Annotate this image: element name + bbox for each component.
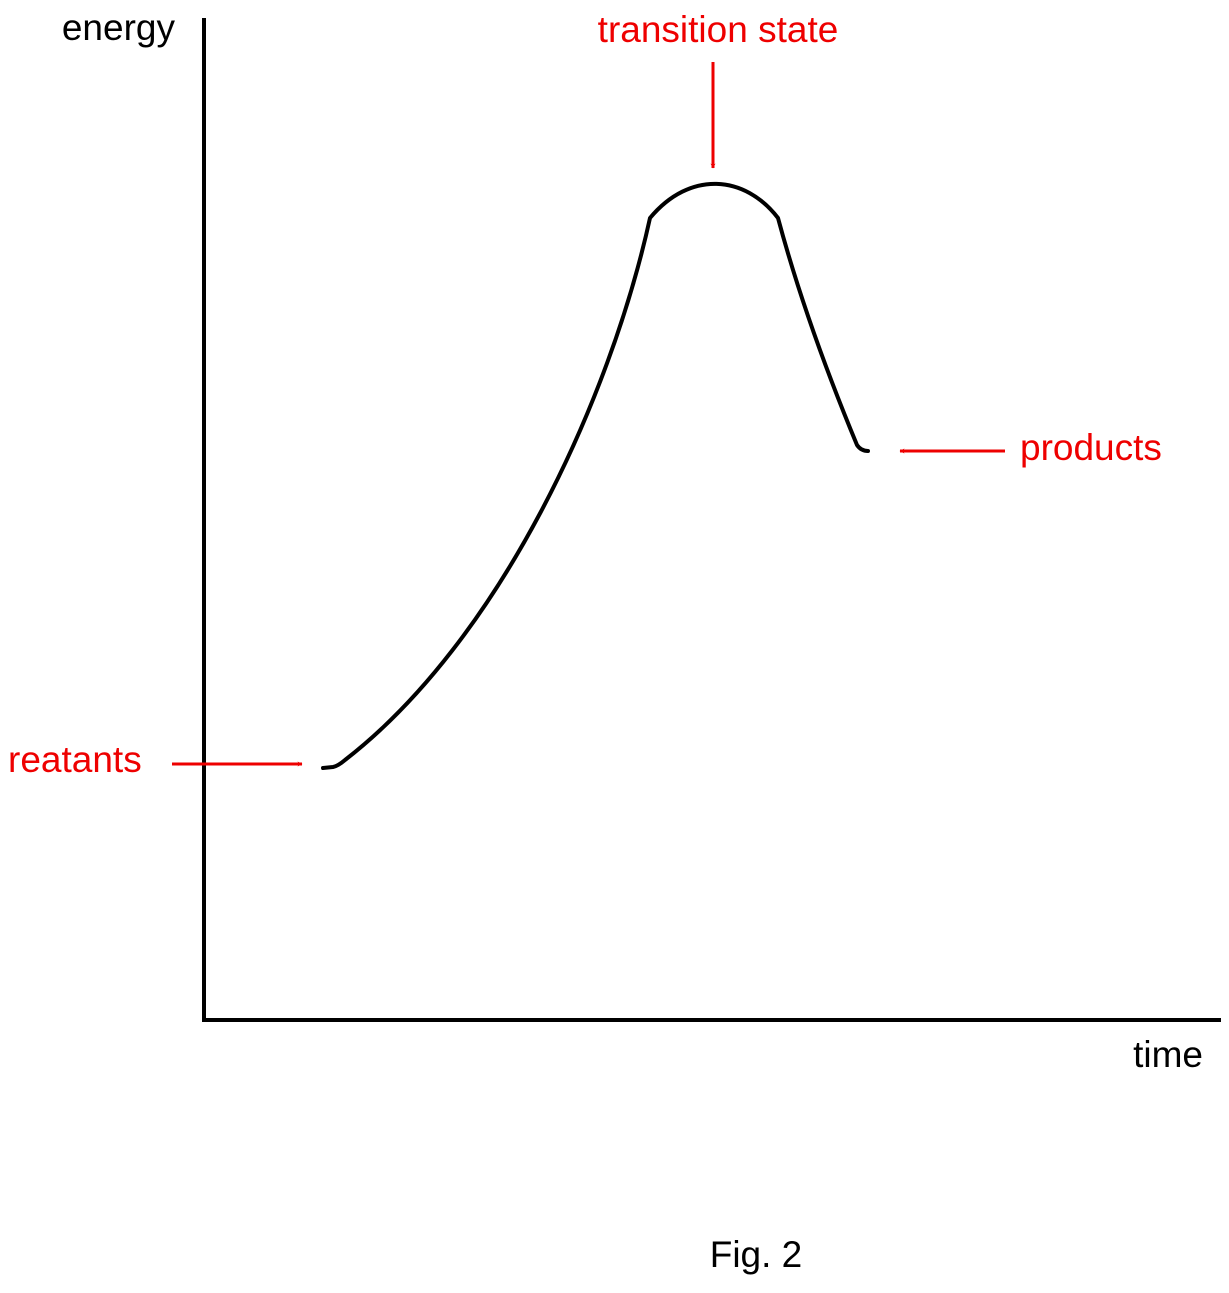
products-label: products [1020,427,1162,468]
x-axis-label: time [1133,1034,1203,1075]
energy-curve [321,181,870,770]
transition-state-label: transition state [598,9,839,50]
y-axis-label: energy [62,7,176,48]
caption: Fig. 2 [710,1234,803,1275]
reactants-label: reatants [8,739,142,780]
